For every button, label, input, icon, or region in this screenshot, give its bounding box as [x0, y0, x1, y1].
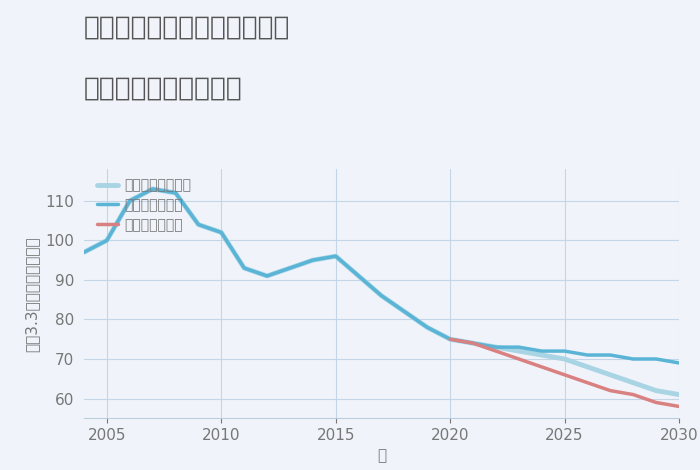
グッドシナリオ	[240, 265, 248, 271]
バッドシナリオ	[606, 388, 615, 393]
ノーマルシナリオ	[400, 309, 409, 314]
ノーマルシナリオ	[491, 345, 500, 350]
ノーマルシナリオ	[217, 230, 225, 235]
グッドシナリオ	[354, 273, 363, 279]
バッドシナリオ	[491, 348, 500, 354]
グッドシナリオ	[377, 293, 386, 298]
バッドシナリオ	[652, 400, 660, 405]
Y-axis label: 坪（3.3㎡）単価（万円）: 坪（3.3㎡）単価（万円）	[25, 236, 40, 352]
Text: 奈良県生駒郡斑鳩町龍田南の: 奈良県生駒郡斑鳩町龍田南の	[84, 14, 290, 40]
グッドシナリオ	[332, 253, 340, 259]
ノーマルシナリオ	[423, 325, 431, 330]
グッドシナリオ	[263, 273, 272, 279]
ノーマルシナリオ	[354, 273, 363, 279]
ノーマルシナリオ	[629, 380, 638, 385]
X-axis label: 年: 年	[377, 448, 386, 463]
Line: バッドシナリオ: バッドシナリオ	[450, 339, 679, 407]
Line: ノーマルシナリオ: ノーマルシナリオ	[84, 189, 679, 395]
グッドシナリオ	[606, 352, 615, 358]
ノーマルシナリオ	[538, 352, 546, 358]
グッドシナリオ	[423, 325, 431, 330]
Line: グッドシナリオ: グッドシナリオ	[84, 189, 679, 363]
グッドシナリオ	[125, 198, 134, 204]
Text: 中古戸建ての価格推移: 中古戸建ての価格推移	[84, 75, 243, 101]
グッドシナリオ	[400, 309, 409, 314]
バッドシナリオ	[629, 392, 638, 398]
グッドシナリオ	[491, 345, 500, 350]
バッドシナリオ	[446, 337, 454, 342]
ノーマルシナリオ	[103, 237, 111, 243]
グッドシナリオ	[309, 257, 317, 263]
グッドシナリオ	[538, 348, 546, 354]
Legend: ノーマルシナリオ, グッドシナリオ, バッドシナリオ: ノーマルシナリオ, グッドシナリオ, バッドシナリオ	[97, 179, 192, 232]
ノーマルシナリオ	[561, 356, 569, 362]
ノーマルシナリオ	[583, 364, 592, 370]
ノーマルシナリオ	[446, 337, 454, 342]
ノーマルシナリオ	[675, 392, 683, 398]
ノーマルシナリオ	[469, 340, 477, 346]
ノーマルシナリオ	[172, 190, 180, 196]
ノーマルシナリオ	[240, 265, 248, 271]
グッドシナリオ	[629, 356, 638, 362]
ノーマルシナリオ	[606, 372, 615, 377]
ノーマルシナリオ	[194, 222, 202, 227]
ノーマルシナリオ	[652, 388, 660, 393]
グッドシナリオ	[446, 337, 454, 342]
グッドシナリオ	[217, 230, 225, 235]
グッドシナリオ	[80, 250, 88, 255]
グッドシナリオ	[194, 222, 202, 227]
バッドシナリオ	[675, 404, 683, 409]
ノーマルシナリオ	[125, 198, 134, 204]
バッドシナリオ	[583, 380, 592, 385]
バッドシナリオ	[514, 356, 523, 362]
ノーマルシナリオ	[263, 273, 272, 279]
グッドシナリオ	[561, 348, 569, 354]
バッドシナリオ	[561, 372, 569, 377]
ノーマルシナリオ	[148, 186, 157, 192]
ノーマルシナリオ	[514, 348, 523, 354]
グッドシナリオ	[675, 360, 683, 366]
ノーマルシナリオ	[80, 250, 88, 255]
ノーマルシナリオ	[377, 293, 386, 298]
ノーマルシナリオ	[309, 257, 317, 263]
グッドシナリオ	[652, 356, 660, 362]
バッドシナリオ	[538, 364, 546, 370]
ノーマルシナリオ	[332, 253, 340, 259]
グッドシナリオ	[172, 190, 180, 196]
ノーマルシナリオ	[286, 265, 294, 271]
グッドシナリオ	[583, 352, 592, 358]
グッドシナリオ	[469, 340, 477, 346]
グッドシナリオ	[103, 237, 111, 243]
グッドシナリオ	[286, 265, 294, 271]
グッドシナリオ	[148, 186, 157, 192]
バッドシナリオ	[469, 340, 477, 346]
グッドシナリオ	[514, 345, 523, 350]
